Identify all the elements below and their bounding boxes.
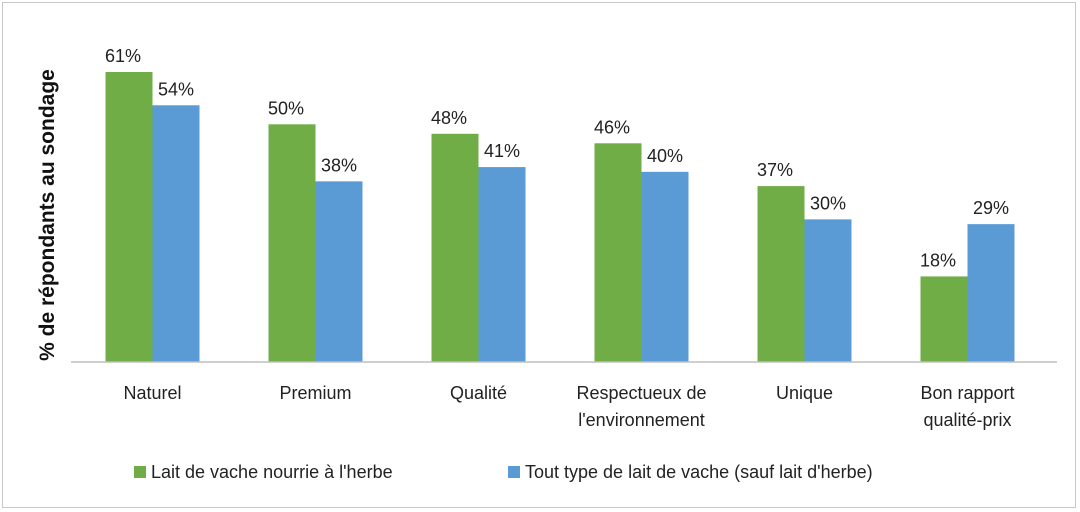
x-tick-label: Respectueux de — [576, 383, 706, 403]
x-tick-label: Premium — [279, 383, 351, 403]
x-tick-label: qualité-prix — [923, 410, 1011, 430]
data-label: 18% — [920, 250, 956, 270]
data-label: 38% — [321, 155, 357, 175]
bar-all-cow-milk-0 — [152, 105, 200, 362]
data-label: 41% — [484, 141, 520, 161]
bar-all-cow-milk-5 — [967, 224, 1015, 362]
legend-label: Tout type de lait de vache (sauf lait d'… — [525, 462, 873, 482]
legend-swatch-grass-fed — [134, 466, 146, 478]
bar-grass-fed-1 — [268, 124, 316, 363]
x-tick-label: Qualité — [450, 383, 507, 403]
bar-all-cow-milk-2 — [478, 167, 526, 362]
bar-all-cow-milk-4 — [804, 219, 852, 362]
legend-swatch-all-cow-milk — [508, 466, 520, 478]
data-label: 46% — [594, 117, 630, 137]
legend-label: Lait de vache nourrie à l'herbe — [151, 462, 393, 482]
bar-grass-fed-0 — [105, 72, 153, 362]
x-tick-label: l'environnement — [578, 410, 705, 430]
x-tick-label: Unique — [776, 383, 833, 403]
data-label: 40% — [647, 146, 683, 166]
bar-all-cow-milk-3 — [641, 171, 689, 362]
bar-grass-fed-4 — [757, 186, 805, 362]
x-tick-label: Naturel — [123, 383, 181, 403]
y-axis-label: % de répondants au sondage — [36, 69, 59, 361]
data-label: 30% — [810, 193, 846, 213]
data-label: 54% — [158, 79, 194, 99]
bar-grass-fed-2 — [431, 133, 479, 362]
bar-grass-fed-5 — [920, 276, 968, 362]
data-label: 37% — [757, 160, 793, 180]
bar-chart: 61% 54% 50% 38% 48% 41% 46% 40% 37% 30% 18% 29% Nat… — [36, 46, 1057, 482]
data-label: 61% — [105, 46, 141, 66]
bar-grass-fed-3 — [594, 143, 642, 362]
data-label: 48% — [431, 108, 467, 128]
x-tick-label: Bon rapport — [920, 383, 1014, 403]
data-label: 29% — [973, 198, 1009, 218]
bar-all-cow-milk-1 — [315, 181, 363, 362]
data-label: 50% — [268, 98, 304, 118]
